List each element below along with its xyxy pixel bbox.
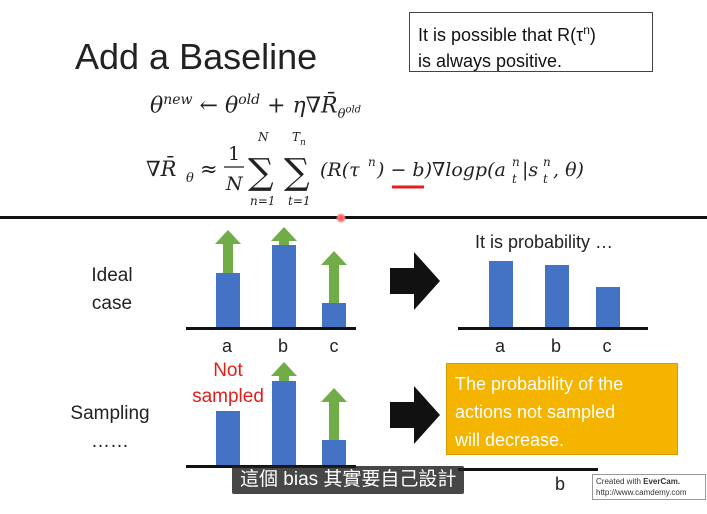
svg-text:T: T [292,130,301,144]
svg-text:n=1: n=1 [250,194,275,208]
sampling-label: Sampling …… [60,400,160,456]
ideal-label-line2: case [91,293,133,314]
watermark-line1: Created with EverCam. [596,476,702,487]
sampling-probability-axis [458,468,598,471]
bar-c [322,303,346,327]
video-subtitle: 這個 bias 其實要自己設計 [232,466,465,494]
svg-text:1: 1 [228,143,240,165]
bar-b [272,245,296,327]
ideal-label-line1: Ideal [91,265,133,286]
bar-a [489,261,513,327]
evercam-watermark: Created with EverCam. http://www.camdemy… [592,474,706,500]
bar-b [272,381,296,465]
slide-title: Add a Baseline [75,36,318,77]
svg-text:) − b)∇logp(a: ) − b)∇logp(a [376,159,506,181]
callout-box: The probability of the actions not sampl… [446,363,678,455]
bar-c [322,440,346,465]
right-arrow-icon [390,252,440,310]
category-label: c [602,336,612,356]
svg-text:N: N [225,173,244,195]
right-arrow-icon [390,386,440,444]
svg-text:∇R̄: ∇R̄ [146,156,177,181]
svg-text:≈: ≈ [200,157,218,181]
up-arrow-icon [321,388,347,440]
watermark-brand: EverCam. [643,477,681,486]
category-label: b [554,474,565,494]
note-sup: n [583,23,590,37]
up-arrow-icon [271,227,297,245]
not-sampled-line2: sampled [192,386,264,407]
svg-text:t: t [512,172,517,186]
category-label: b [550,336,561,356]
svg-text:n: n [368,155,376,169]
bar-c [596,287,620,327]
svg-text:(R(τ: (R(τ [320,159,360,181]
svg-text:n: n [300,138,306,148]
ideal-case-label: Ideal case [70,262,154,318]
bar-a [216,411,240,465]
category-label: a [221,336,232,356]
note-line-2: is always positive. [418,51,563,71]
callout-line: The probability of the [455,374,624,394]
callout-line: actions not sampled [455,402,616,422]
sampling-gradient-chart [186,362,356,468]
sampling-label-line2: …… [91,431,129,452]
svg-text:∑: ∑ [248,152,274,193]
bar-b [545,265,569,327]
not-sampled-label: Not sampled [183,358,273,410]
watermark-text: Created with [596,477,644,486]
probability-title: It is probability … [475,232,614,252]
svg-text:θ: θ [186,171,194,186]
svg-text:t=1: t=1 [288,194,311,208]
svg-text:|s: |s [522,159,538,181]
note-text-end: ) [589,25,596,45]
svg-text:N: N [257,130,269,144]
category-label: c [329,336,339,356]
laser-pointer [336,213,346,223]
up-arrow-icon [321,251,347,303]
ideal-probability-chart [458,250,648,330]
ideal-gradient-chart [186,227,356,330]
svg-text:t: t [543,172,548,186]
up-arrow-icon [271,362,297,381]
watermark-url: http://www.camdemy.com [596,488,687,497]
note-line-1: It is possible that R(τn) [418,17,652,48]
svg-text:n: n [512,155,520,169]
svg-text:, θ): , θ) [553,159,584,181]
up-arrow-icon [215,230,241,273]
sampling-label-line1: Sampling [70,403,150,424]
not-sampled-line1: Not [213,360,243,381]
update-equation: θnew ← θold + η∇R̄θold [150,92,362,122]
bar-a [216,273,240,327]
callout-line: will decrease. [455,430,565,450]
svg-text:n: n [543,155,551,169]
category-label: b [277,336,288,356]
gradient-equation: ∇R̄ θ ≈ 1 N N ∑ n=1 T n ∑ t=1 (R(τ n ) −… [146,130,584,208]
svg-text:∑: ∑ [284,152,310,193]
chart-axis [458,327,648,330]
divider-line [0,216,707,219]
category-label: a [494,336,505,356]
note-text: It is possible that R(τ [418,25,584,45]
chart-axis [186,327,356,330]
note-box: It is possible that R(τn) is always posi… [409,12,653,72]
